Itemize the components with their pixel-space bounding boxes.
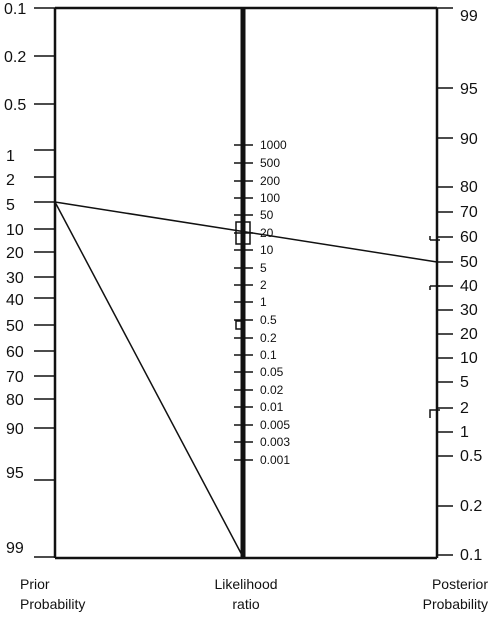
lr-tick-label: 0.02: [260, 383, 284, 397]
lr-bracket-lower-left: [235, 320, 241, 330]
posterior-ticks: [437, 7, 453, 556]
lr-bracket-upper-left: [235, 221, 241, 245]
posterior-title-line2: Probability: [423, 596, 488, 612]
posterior-bracket-2: [429, 409, 440, 418]
posterior-tick-label: 5: [460, 374, 469, 391]
posterior-tick-label: 50: [460, 254, 478, 271]
posterior-tick-label: 2: [460, 400, 469, 417]
lr-tick-label: 0.1: [260, 348, 277, 362]
posterior-tick-label: 90: [460, 131, 478, 148]
lr-tick-label: 500: [260, 156, 280, 170]
posterior-tick-label: 1: [460, 424, 469, 441]
prior-tick-label: 30: [6, 270, 24, 287]
lr-tick-label: 1: [260, 295, 267, 309]
lr-tick-label: 0.003: [260, 435, 290, 449]
prior-tick-label: 0.1: [4, 1, 26, 18]
prior-tick-label: 20: [6, 245, 24, 262]
prior-title-line1: Prior: [20, 576, 50, 592]
prior-tick-label: 90: [6, 421, 24, 438]
prior-tick-label: 5: [6, 197, 15, 214]
lr-tick-label: 0.005: [260, 418, 290, 432]
posterior-tick-label: 40: [460, 278, 478, 295]
lr-tick-label: 10: [260, 243, 274, 257]
prior-tick-label: 95: [6, 465, 24, 482]
nomogram-lines: [54, 201, 438, 558]
lr-tick-label: 50: [260, 208, 274, 222]
prior-ticks: [34, 7, 55, 558]
posterior-tick-label: 99: [460, 8, 478, 25]
posterior-bracket-upper: [429, 236, 440, 241]
prior-tick-label: 99: [6, 540, 24, 557]
prior-title-line2: Probability: [20, 596, 85, 612]
posterior-tick-label: 20: [460, 326, 478, 343]
posterior-bracket-lower: [429, 285, 440, 290]
line-prior-5-to-posterior-50: [54, 201, 438, 263]
prior-tick-label: 80: [6, 392, 24, 409]
prior-tick-label: 2: [6, 172, 15, 189]
lr-tick-label: 1000: [260, 138, 287, 152]
lr-tick-label: 0.001: [260, 453, 290, 467]
likelihood-title-line2: ratio: [232, 596, 259, 612]
lr-tick-label: 20: [260, 226, 274, 240]
prior-tick-label: 0.2: [4, 49, 26, 66]
posterior-tick-label: 80: [460, 179, 478, 196]
line-prior-5-to-lr-bottom: [54, 201, 244, 558]
frame: [53, 6, 439, 560]
posterior-tick-label: 60: [460, 229, 478, 246]
lr-tick-label: 100: [260, 191, 280, 205]
posterior-tick-label: 0.1: [460, 547, 482, 564]
posterior-tick-label: 30: [460, 302, 478, 319]
prior-tick-label: 50: [6, 318, 24, 335]
posterior-tick-labels: 99 95 90 80 70 60 50 40 30 20 10 5 2 1 0…: [460, 8, 482, 564]
posterior-tick-label: 70: [460, 204, 478, 221]
prior-tick-label: 1: [6, 148, 15, 165]
prior-tick-label: 0.5: [4, 97, 26, 114]
prior-tick-label: 40: [6, 292, 24, 309]
axis-titles: Prior Probability Likelihood ratio Poste…: [20, 576, 488, 612]
lr-tick-label: 0.5: [260, 313, 277, 327]
lr-tick-label: 5: [260, 261, 267, 275]
lr-tick-label: 0.2: [260, 331, 277, 345]
posterior-tick-label: 0.2: [460, 498, 482, 515]
posterior-tick-label: 10: [460, 350, 478, 367]
lr-tick-label: 0.01: [260, 400, 284, 414]
lr-tick-label: 0.05: [260, 365, 284, 379]
lr-tick-label: 200: [260, 174, 280, 188]
prior-tick-label: 70: [6, 369, 24, 386]
posterior-title-line1: Posterior: [432, 576, 488, 592]
prior-tick-label: 10: [6, 222, 24, 239]
likelihood-title-line1: Likelihood: [214, 576, 277, 592]
lr-tick-label: 2: [260, 278, 267, 292]
posterior-tick-label: 95: [460, 81, 478, 98]
likelihood-tick-labels: 1000 500 200 100 50 20 10 5 2 1 0.5 0.2 …: [260, 138, 290, 467]
prior-tick-labels: 0.1 0.2 0.5 1 2 5 10 20 30 40 50 60 70 8…: [4, 1, 26, 557]
posterior-tick-label: 0.5: [460, 448, 482, 465]
prior-tick-label: 60: [6, 344, 24, 361]
